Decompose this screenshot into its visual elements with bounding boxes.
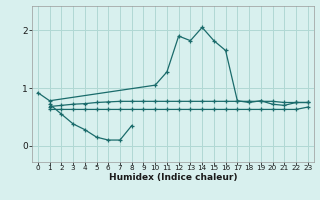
- X-axis label: Humidex (Indice chaleur): Humidex (Indice chaleur): [108, 173, 237, 182]
